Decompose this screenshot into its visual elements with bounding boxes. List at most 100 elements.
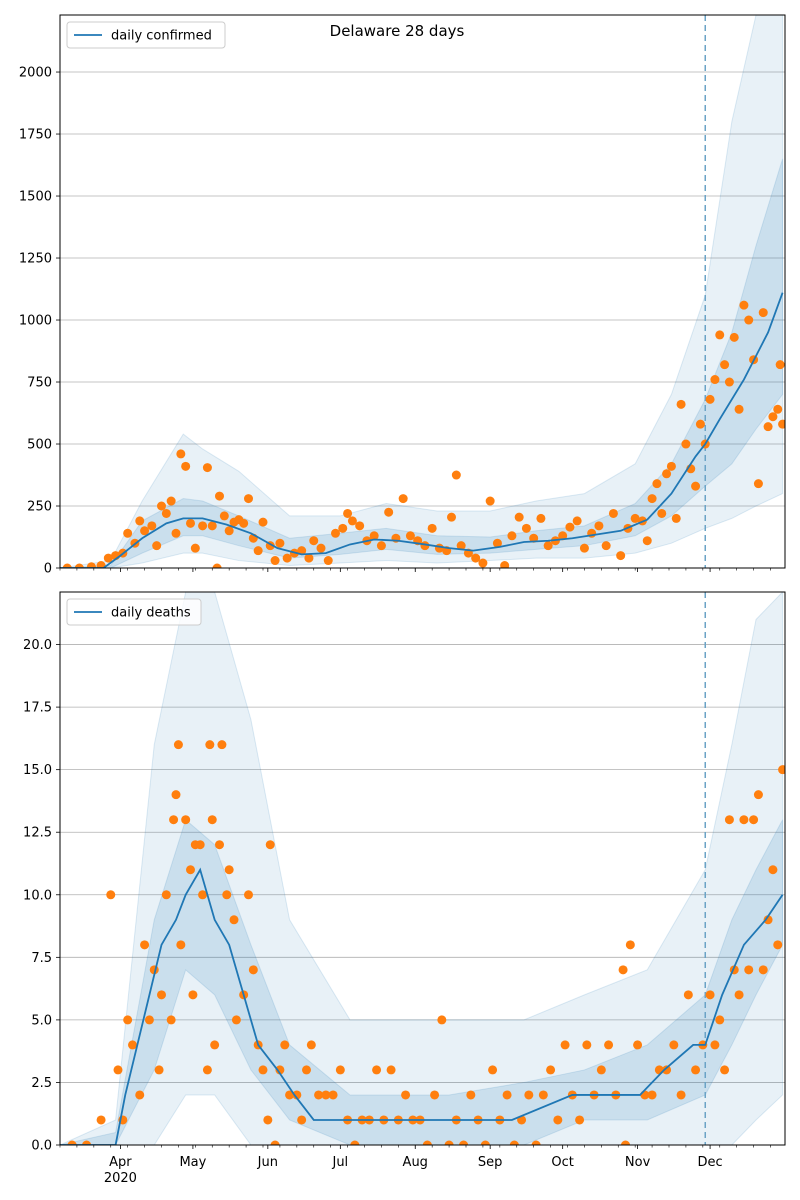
y-tick-label: 2000 [19,66,52,81]
data-point [205,740,215,750]
data-point [292,1090,302,1100]
data-point [565,522,575,532]
data-point [695,419,705,429]
data-point [231,1015,241,1025]
y-tick-label: 20.0 [23,638,52,653]
y-tick-label: 7.5 [31,951,52,966]
data-point [485,496,495,506]
data-point [652,479,662,489]
data-point [297,1115,307,1125]
uncertainty-band-outer [60,15,784,568]
data-point [662,1065,672,1075]
data-point [309,536,319,546]
x-month-label: Aug [403,1155,428,1170]
data-point [82,1140,92,1145]
plot-area [60,592,785,1145]
data-point [618,965,628,975]
data-point [314,1090,324,1100]
y-tick-label: 2.5 [31,1076,52,1091]
data-point [579,543,589,553]
data-point [331,528,340,538]
data-point [724,815,734,825]
data-point [753,479,763,489]
data-point [430,1090,440,1100]
data-point [543,541,553,551]
plot-area [60,15,785,568]
data-point [215,491,224,501]
data-point [157,501,166,511]
data-point [248,965,258,975]
data-point [369,531,379,541]
data-point [778,419,785,429]
data-point [710,1040,720,1050]
data-point [171,790,181,800]
data-point [466,1090,476,1100]
legend-label: daily deaths [111,606,191,621]
x-month-label: Oct [551,1155,573,1170]
data-point [224,526,234,536]
data-point [161,508,171,518]
data-point [401,1090,411,1100]
data-point [509,1140,519,1145]
data-point [222,890,232,900]
y-tick-label: 1000 [19,314,52,329]
data-point [758,308,768,318]
data-point [219,511,229,521]
data-point [171,528,181,538]
data-point [350,1140,360,1145]
data-point [691,481,701,491]
data-point [536,513,546,523]
x-month-label: Jun [257,1155,278,1170]
data-point [683,990,693,1000]
data-point [763,422,773,432]
data-point [625,940,635,950]
data-point [263,1115,273,1125]
data-point [558,531,568,541]
data-point [103,553,113,563]
x-year-label: 2020 [104,1171,137,1186]
data-point [181,815,191,825]
data-point [729,332,739,342]
data-point [768,412,778,422]
legend: daily confirmed [66,21,226,49]
data-point [152,541,162,551]
data-point [630,513,640,523]
data-point [405,531,415,541]
data-point [386,1065,396,1075]
x-month-label: Jul [331,1155,348,1170]
data-point [633,1040,643,1050]
data-point [647,494,657,504]
axes-frame [59,14,786,569]
data-point [181,461,191,471]
data-point [773,404,783,414]
x-month-label: Dec [698,1155,723,1170]
data-point [480,1140,490,1145]
data-point [186,865,195,875]
data-point [478,558,488,568]
data-point [280,1040,290,1050]
data-point [524,1090,534,1100]
data-point [594,521,604,531]
data-point [265,840,275,850]
data-point [323,556,333,566]
data-point [343,508,353,518]
uncertainty-band-outer [60,592,784,1145]
data-point [215,840,224,850]
data-point [212,563,222,568]
data-point [753,790,763,800]
data-point [666,461,676,471]
data-point [270,1140,280,1145]
data-point [437,1015,447,1025]
data-point [775,360,785,370]
y-tick-label: 12.5 [23,826,52,841]
x-month-label: Nov [625,1155,651,1170]
chart-title: Delaware 28 days [330,22,465,40]
data-point [744,315,754,325]
data-point [376,541,386,551]
data-point [224,865,234,875]
y-tick-label: 17.5 [23,701,52,716]
data-point [560,1040,570,1050]
data-point [507,531,517,541]
data-point [546,1065,556,1075]
